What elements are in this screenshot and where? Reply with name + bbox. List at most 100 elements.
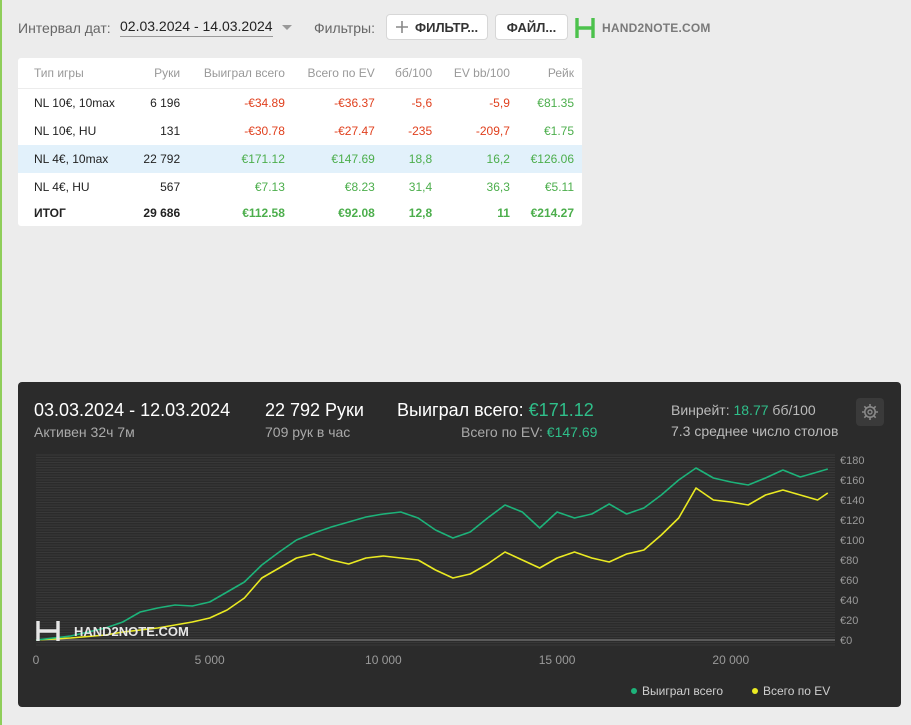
won-total-label: Выиграл всего: bbox=[397, 400, 524, 420]
y-tick-label: €60 bbox=[840, 575, 858, 587]
cell-ev-total: €147.69 bbox=[292, 145, 383, 173]
table-total-row: ИТОГ 29 686 €112.58 €92.08 12,8 11 €214.… bbox=[18, 201, 582, 225]
cell-bb100: -5,6 bbox=[411, 96, 433, 110]
cell-game-type: NL 10€, 10max bbox=[34, 96, 115, 110]
cell-ev-bb100: 36,3 bbox=[486, 180, 510, 194]
column-header-hands[interactable]: Руки bbox=[131, 58, 189, 89]
y-tick-label: €20 bbox=[840, 615, 858, 627]
chevron-down-icon[interactable] bbox=[282, 25, 292, 30]
y-tick-label: €120 bbox=[840, 515, 864, 527]
table-row[interactable]: NL 10€, 10max 6 196 -€34.89 -€36.37 -5,6… bbox=[18, 89, 582, 118]
cell-rake: €214.27 bbox=[530, 206, 574, 220]
graph-settings-button[interactable] bbox=[856, 398, 884, 426]
avg-tables: 7.3 среднее число столов bbox=[671, 423, 839, 439]
x-tick-label: 20 000 bbox=[712, 653, 749, 667]
filters-label: Фильтры: bbox=[314, 20, 375, 36]
cell-rake: €81.35 bbox=[537, 96, 574, 110]
top-toolbar: Интервал дат: 02.03.2024 - 14.03.2024 Фи… bbox=[2, 0, 911, 56]
winrate-label: Винрейт: bbox=[671, 402, 730, 418]
hand2note-logo: HAND2NOTE.COM bbox=[574, 16, 711, 40]
legend-label[interactable]: Всего по EV bbox=[763, 684, 830, 698]
cell-ev-bb100: 16,2 bbox=[440, 145, 518, 173]
table-row-selected[interactable]: NL 4€, 10max 22 792 €171.12 €147.69 18,8… bbox=[18, 145, 582, 173]
table-header-row: Тип игры Руки Выиграл всего Всего по EV … bbox=[18, 58, 582, 89]
cell-bb100: -235 bbox=[408, 124, 433, 138]
y-tick-label: €140 bbox=[840, 495, 864, 507]
cell-ev-bb100: 11 bbox=[497, 206, 510, 220]
stats-table: Тип игры Руки Выиграл всего Всего по EV … bbox=[18, 58, 582, 226]
plus-icon bbox=[396, 21, 408, 33]
cell-rake: €1.75 bbox=[543, 124, 574, 138]
ev-total-summary: Всего по EV: €147.69 bbox=[461, 424, 597, 440]
graph-panel: 03.03.2024 - 12.03.2024 Активен 32ч 7м 2… bbox=[18, 382, 901, 707]
y-tick-label: €40 bbox=[840, 595, 858, 607]
file-button-label: ФАЙЛ... bbox=[506, 19, 557, 35]
x-tick-label: 15 000 bbox=[539, 653, 576, 667]
y-tick-label: €0 bbox=[840, 635, 852, 647]
column-header-bb100[interactable]: бб/100 bbox=[382, 58, 441, 89]
legend-marker bbox=[631, 688, 637, 694]
active-time: Активен 32ч 7м bbox=[34, 424, 135, 440]
watermark-text: HAND2NOTE.COM bbox=[74, 624, 189, 639]
cell-ev-bb100: -209,7 bbox=[475, 124, 510, 138]
ev-total-value: €147.69 bbox=[546, 424, 598, 440]
legend-label[interactable]: Выиграл всего bbox=[642, 684, 723, 698]
column-header-won-total[interactable]: Выиграл всего bbox=[188, 58, 293, 89]
x-tick-label: 5 000 bbox=[195, 653, 225, 667]
period-range: 03.03.2024 - 12.03.2024 bbox=[34, 400, 231, 420]
add-filter-label: ФИЛЬТР... bbox=[415, 19, 479, 35]
date-range-picker[interactable]: 02.03.2024 - 14.03.2024 bbox=[120, 18, 273, 37]
cell-game-type: NL 10€, HU bbox=[34, 124, 97, 138]
date-interval-label: Интервал дат: bbox=[18, 20, 111, 36]
cell-hands: 567 bbox=[160, 180, 181, 194]
series-line-0 bbox=[35, 467, 829, 641]
series-line-1 bbox=[35, 487, 829, 641]
cell-hands: 6 196 bbox=[150, 96, 181, 110]
winrate-summary: Винрейт: 18.77 бб/100 bbox=[671, 402, 816, 418]
cell-ev-total: €92.08 bbox=[338, 206, 375, 220]
cell-rake: €126.06 bbox=[517, 145, 582, 173]
table-row[interactable]: NL 4€, HU 567 €7.13 €8.23 31,4 36,3 €5.1… bbox=[18, 173, 582, 201]
table-row[interactable]: NL 10€, HU 131 -€30.78 -€27.47 -235 -209… bbox=[18, 117, 582, 145]
winrate-unit: бб/100 bbox=[772, 402, 816, 418]
cell-won-total: -€30.78 bbox=[244, 124, 285, 138]
cell-bb100: 12,8 bbox=[408, 206, 433, 220]
y-tick-label: €160 bbox=[840, 475, 864, 487]
add-filter-button[interactable]: ФИЛЬТР... bbox=[386, 14, 488, 40]
legend-marker bbox=[752, 688, 758, 694]
cell-won-total: €7.13 bbox=[254, 180, 285, 194]
cell-rake: €5.11 bbox=[544, 180, 574, 194]
cell-won-total: €171.12 bbox=[188, 145, 293, 173]
x-tick-label: 10 000 bbox=[365, 653, 402, 667]
ev-total-label: Всего по EV: bbox=[461, 424, 543, 440]
column-header-rake[interactable]: Рейк bbox=[517, 58, 582, 89]
cell-game-type: NL 4€, 10max bbox=[18, 145, 132, 173]
won-total-value: €171.12 bbox=[528, 400, 594, 420]
cell-hands: 22 792 bbox=[131, 145, 189, 173]
cell-won-total: €112.58 bbox=[242, 206, 285, 220]
cell-game-type: NL 4€, HU bbox=[34, 180, 90, 194]
cell-ev-total: -€27.47 bbox=[334, 124, 375, 138]
cell-ev-bb100: -5,9 bbox=[489, 96, 510, 110]
gear-icon bbox=[862, 404, 878, 420]
column-header-game-type[interactable]: Тип игры bbox=[18, 58, 132, 89]
file-button[interactable]: ФАЙЛ... bbox=[495, 14, 568, 40]
hands-count: 22 792 Руки bbox=[265, 400, 364, 420]
graph-watermark: HAND2NOTE.COM bbox=[36, 621, 189, 641]
cell-game-type: ИТОГ bbox=[34, 206, 66, 220]
hand2note-logo-icon bbox=[36, 621, 60, 641]
hand2note-logo-icon bbox=[575, 18, 595, 38]
cell-ev-total: €8.23 bbox=[344, 180, 375, 194]
x-tick-label: 0 bbox=[33, 653, 40, 667]
cell-hands: 29 686 bbox=[143, 206, 181, 220]
column-header-ev-total[interactable]: Всего по EV bbox=[292, 58, 383, 89]
column-header-ev-bb100[interactable]: EV bb/100 bbox=[440, 58, 518, 89]
won-total-summary: Выиграл всего: €171.12 bbox=[397, 400, 594, 421]
y-tick-label: €180 bbox=[840, 455, 864, 467]
hands-per-hour: 709 рук в час bbox=[265, 424, 351, 440]
y-tick-label: €80 bbox=[840, 555, 858, 567]
cell-bb100: 18,8 bbox=[382, 145, 441, 173]
profit-graph[interactable]: €0 €20 €40 €60 €80 €100 €120 €140 €160 €180 0 5 00… bbox=[18, 382, 901, 707]
y-tick-label: €100 bbox=[840, 535, 864, 547]
logo-text: HAND2NOTE.COM bbox=[602, 21, 711, 35]
